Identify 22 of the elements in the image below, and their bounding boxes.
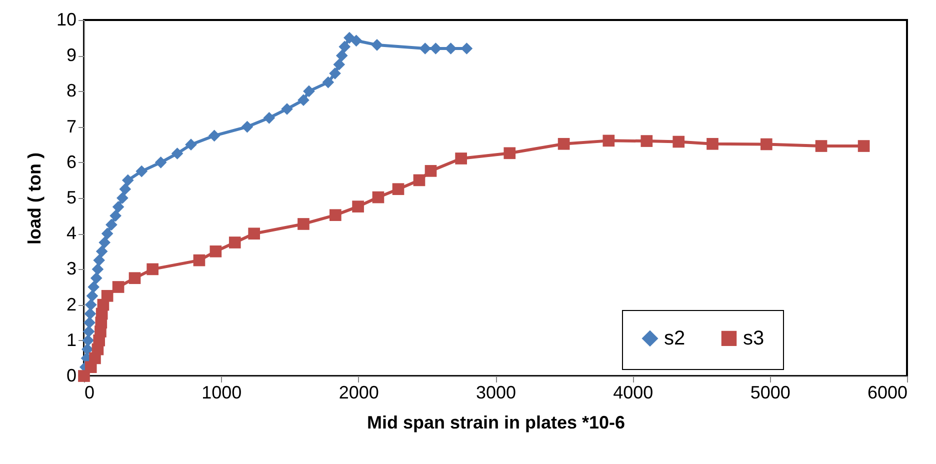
y-tick-label: 3 [66, 258, 76, 279]
y-axis-title: load ( ton ) [24, 152, 44, 244]
y-tick-label: 2 [66, 294, 76, 314]
y-tick-label: 0 [66, 366, 76, 386]
y-tick-label: 9 [66, 45, 76, 66]
legend-label: s2 [664, 327, 686, 350]
x-axis-title: Mid span strain in plates *10-6 [366, 412, 626, 432]
y-tick-label: 6 [66, 152, 76, 172]
x-tick-label: 1000 [202, 382, 242, 402]
y-tick-label: 7 [66, 116, 76, 136]
legend-label: s3 [743, 327, 764, 350]
y-tick-label: 8 [66, 80, 76, 101]
y-tick-label: 5 [66, 188, 76, 208]
x-tick-label: 4000 [613, 382, 654, 402]
x-tick-label: 0 [84, 382, 95, 402]
x-tick-label: 2000 [338, 382, 379, 402]
x-tick-label: 6000 [867, 382, 908, 402]
y-tick-label: 10 [56, 10, 76, 30]
x-tick-label: 3000 [476, 382, 516, 402]
x-tick-label: 5000 [750, 382, 790, 402]
y-tick-label: 1 [66, 330, 76, 350]
y-tick-label: 4 [66, 223, 76, 244]
